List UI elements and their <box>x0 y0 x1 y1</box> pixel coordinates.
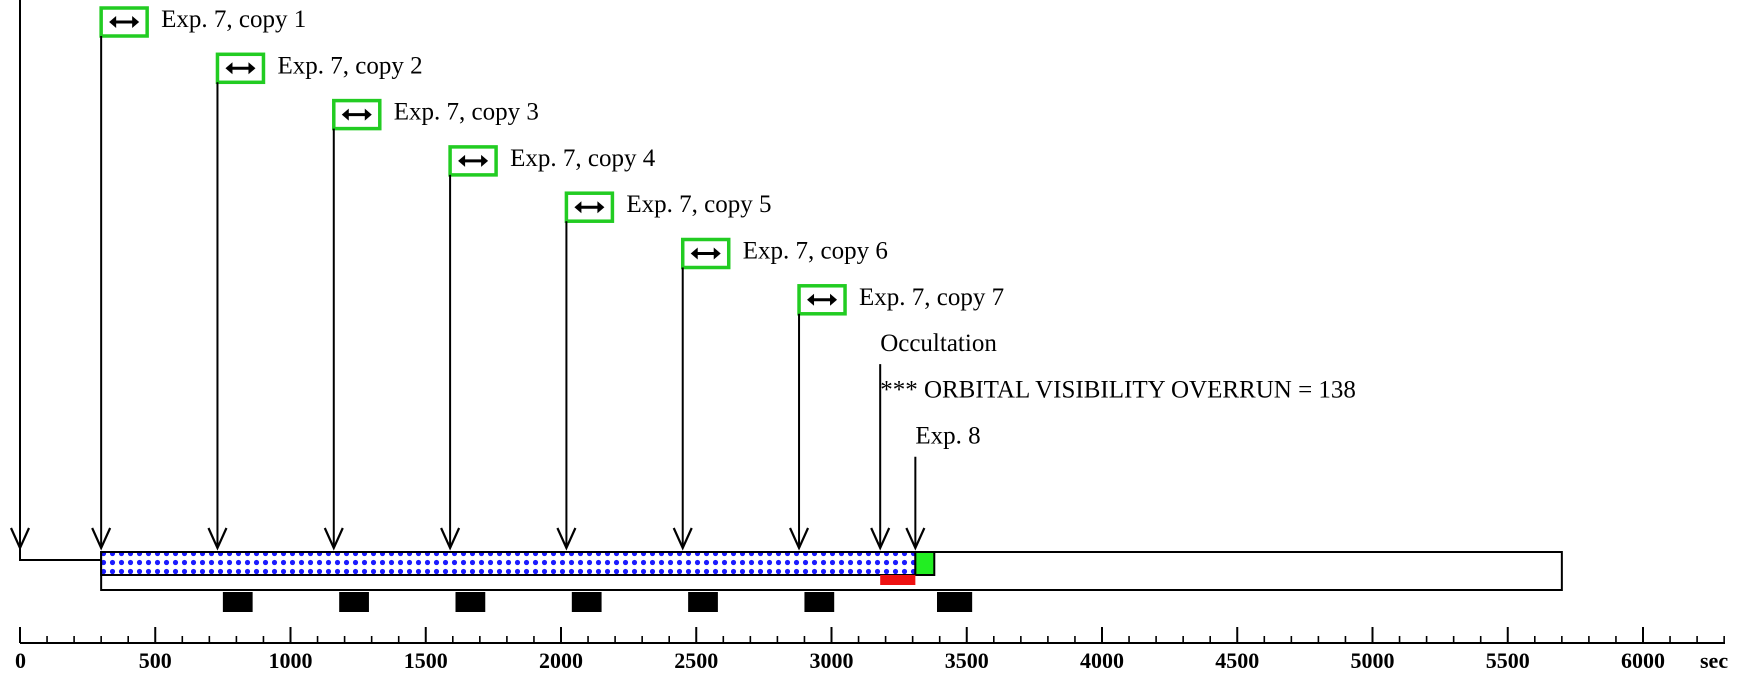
event-3: Exp. 7, copy 3 <box>323 99 539 551</box>
event-label: Exp. 7, copy 2 <box>277 52 422 79</box>
arrow-left-icon <box>458 154 466 167</box>
arrow-left-icon <box>690 247 698 260</box>
event-7: Exp. 7, copy 7 <box>789 284 1004 551</box>
tick-label: 5000 <box>1351 648 1395 673</box>
tick-label: 1500 <box>404 648 448 673</box>
event-label: Occultation <box>880 330 997 357</box>
event-1: Exp. 7, copy 1 <box>91 6 306 551</box>
tick-label: 4000 <box>1080 648 1124 673</box>
event-5: Exp. 7, copy 5 <box>556 191 772 551</box>
event-label: Exp. 7, copy 5 <box>626 191 771 218</box>
readout-block <box>571 592 602 612</box>
tick-label: 3000 <box>810 648 854 673</box>
arrowhead <box>870 527 891 551</box>
event-label: Exp. 7, copy 3 <box>394 99 539 126</box>
marker-box <box>564 191 615 223</box>
event-2: Exp. 7, copy 2 <box>207 52 423 551</box>
event-label: Exp. 7, copy 1 <box>161 6 306 33</box>
arrowhead <box>789 527 810 551</box>
arrowhead <box>323 527 344 551</box>
visibility-window-line <box>19 0 102 561</box>
event-label: Exp. 7, copy 4 <box>510 145 656 172</box>
readout-block <box>339 592 369 612</box>
arrow-right-icon <box>132 16 140 28</box>
arrow-right-icon <box>481 154 489 167</box>
arrow-left-icon <box>225 62 233 75</box>
tick-label: 2000 <box>539 648 583 673</box>
overrun-warning: *** ORBITAL VISIBILITY OVERRUN = 138 <box>880 376 1356 403</box>
arrowhead <box>905 527 926 551</box>
readout-block <box>804 592 835 612</box>
event-label: Exp. 7, copy 7 <box>859 284 1004 311</box>
tick-label: 3500 <box>945 648 989 673</box>
readout-block <box>455 592 486 612</box>
arrowhead <box>207 527 228 551</box>
tick-label: 500 <box>139 648 172 673</box>
readout-block <box>222 592 253 612</box>
event-4: Exp. 7, copy 4 <box>440 145 656 551</box>
arrow-left-icon <box>574 201 582 214</box>
axis-unit-label: sec <box>1700 648 1728 673</box>
arrow-right-icon <box>248 62 256 75</box>
event-10: Exp. 8 <box>905 423 981 551</box>
arrowhead <box>9 527 31 551</box>
arrow-left-icon <box>341 108 349 121</box>
arrowhead <box>91 527 112 551</box>
arrowhead <box>440 527 461 551</box>
arrow-right-icon <box>597 201 605 214</box>
event-9: *** ORBITAL VISIBILITY OVERRUN = 138 <box>880 376 1356 403</box>
tick-label: 2500 <box>674 648 718 673</box>
readout-block <box>688 592 718 612</box>
tick-label: 1000 <box>269 648 313 673</box>
arrowhead <box>672 527 693 551</box>
arrow-right-icon <box>364 108 372 121</box>
arrow-right-icon <box>830 293 838 306</box>
green-block <box>914 551 936 576</box>
tick-label: 4500 <box>1215 648 1259 673</box>
arrowhead <box>556 527 577 551</box>
arrow-left-icon <box>807 293 815 306</box>
event-8: Occultation <box>870 330 997 551</box>
arrow-right-icon <box>713 247 721 260</box>
arrow-left-icon <box>109 16 117 28</box>
event-label: Exp. 8 <box>915 423 980 450</box>
event-label: Exp. 7, copy 6 <box>743 238 888 265</box>
tick-label: 0 <box>15 648 26 673</box>
overrun-block <box>880 575 916 585</box>
exposure-bar <box>100 551 917 576</box>
tick-label: 5500 <box>1486 648 1530 673</box>
event-6: Exp. 7, copy 6 <box>672 238 888 551</box>
tick-label: 6000 <box>1621 648 1665 673</box>
readout-block <box>936 592 973 612</box>
